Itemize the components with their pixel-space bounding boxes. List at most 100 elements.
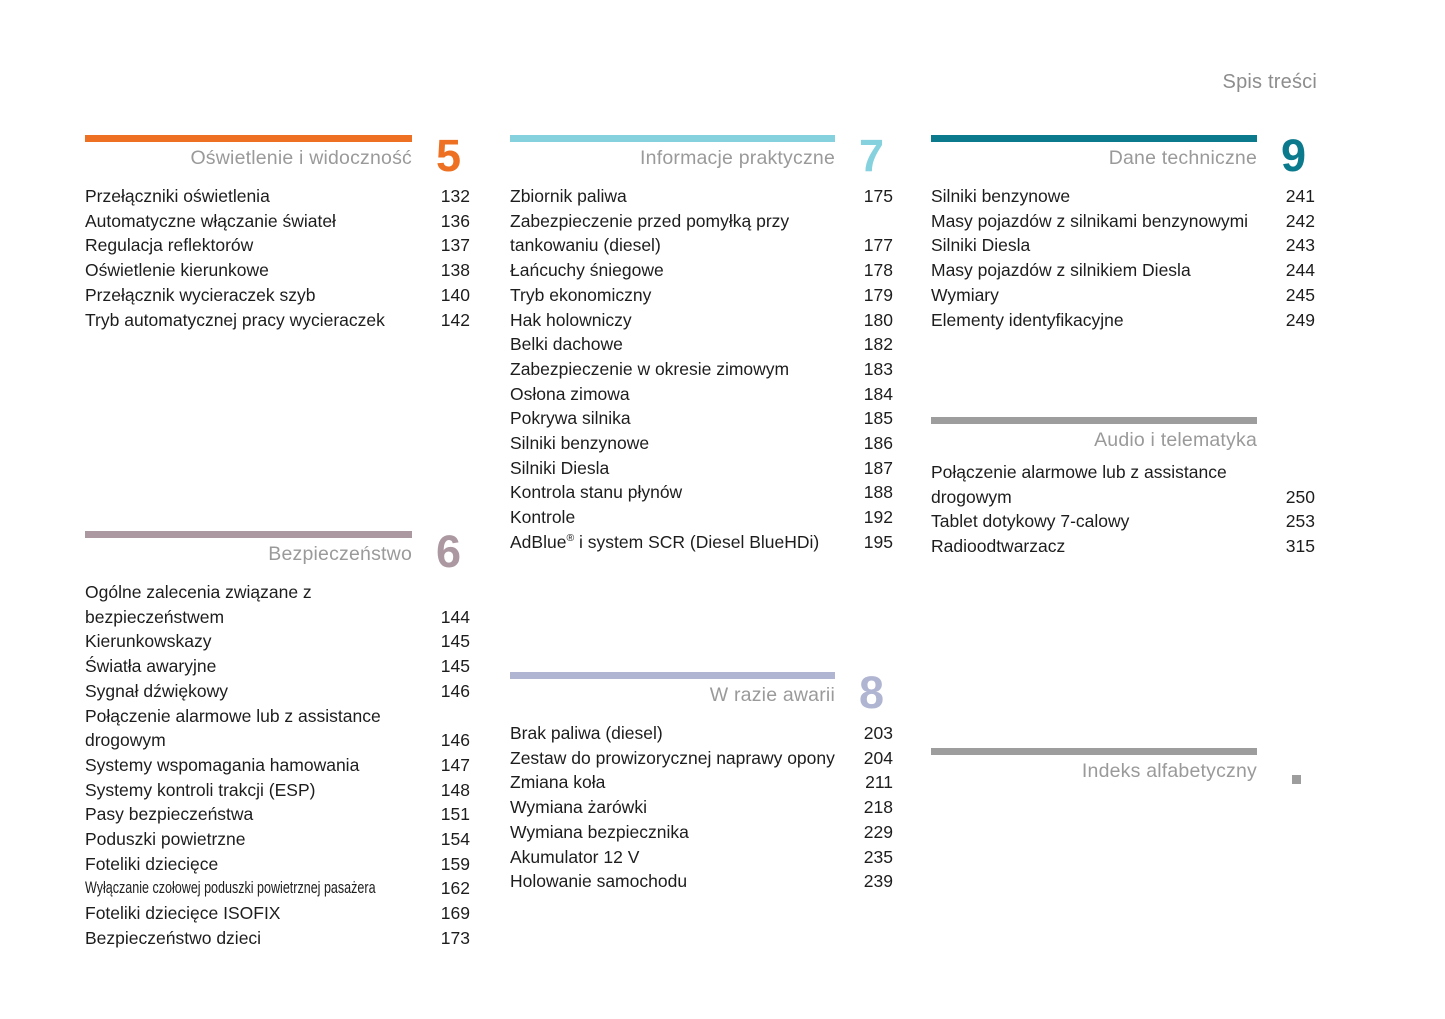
section-number: 5: [435, 130, 461, 181]
toc-entry: Poduszki powietrzne 154: [85, 827, 470, 852]
toc-entry: Pasy bezpieczeństwa 151: [85, 802, 470, 827]
toc-entry-label: Belki dachowe: [510, 334, 623, 355]
toc-entry-label: Osłona zimowa: [510, 383, 630, 404]
toc-entry: Automatyczne włączanie świateł 136: [85, 209, 470, 234]
toc-entry-label: Pokrywa silnika: [510, 408, 631, 429]
section-header: Informacje praktyczne 7: [510, 130, 893, 181]
toc-entry-page: 159: [440, 853, 470, 874]
toc-entry: Foteliki dziecięce ISOFIX 169: [85, 901, 470, 926]
toc-entry: Kontrola stanu płynów 188: [510, 480, 893, 505]
toc-entry: Radioodtwarzacz 315: [931, 534, 1315, 559]
toc-entry-page: 203: [863, 723, 893, 743]
toc-entry-page: 187: [863, 457, 893, 478]
toc-entry-page: 154: [440, 829, 470, 850]
section-number: 9: [1280, 130, 1306, 181]
toc-entry: Masy pojazdów z silnikami benzynowymi 24…: [931, 209, 1315, 234]
section-number: 6: [435, 526, 461, 577]
toc-entry-page: 145: [440, 656, 470, 677]
toc-entry-label: Kierunkowskazy: [85, 631, 212, 652]
section-number: [1257, 417, 1315, 419]
toc-entry: Oświetlenie kierunkowe 138: [85, 258, 470, 283]
toc-entry-label: Silniki Diesla: [931, 235, 1031, 256]
toc-section-sec7: Informacje praktyczne 7 Zbiornik paliwa …: [510, 130, 893, 555]
toc-entry-page: 162: [440, 878, 470, 899]
toc-entry: Pokrywa silnika 185: [510, 406, 893, 431]
toc-entry: Wymiary 245: [931, 283, 1315, 308]
toc-section-audio: Audio i telematyka Połączenie alarmowe l…: [931, 417, 1315, 559]
toc-entry: Regulacja reflektorów 137: [85, 233, 470, 258]
toc-entry-label: Brak paliwa (diesel): [510, 723, 663, 743]
toc-entry-page: 137: [440, 235, 470, 256]
toc-entry-page: 188: [863, 482, 893, 503]
toc-entry-label: Radioodtwarzacz: [931, 536, 1066, 557]
toc-entry: Kontrole 192: [510, 505, 893, 530]
toc-entry-page: 249: [1285, 309, 1315, 330]
section-number: 7: [858, 130, 884, 181]
toc-entry-label: Pasy bezpieczeństwa: [85, 804, 254, 825]
toc-entry: Połączenie alarmowe lub z assistance dro…: [931, 460, 1315, 509]
toc-entry: Zestaw do prowizorycznej naprawy opony 2…: [510, 746, 893, 771]
toc-entry: Sygnał dźwiękowy 146: [85, 679, 470, 704]
toc-entry-label: Masy pojazdów z silnikami benzynowymi: [931, 210, 1249, 231]
toc-entry-page: 245: [1285, 284, 1315, 305]
toc-entry: Zabezpieczenie w okresie zimowym 183: [510, 357, 893, 382]
toc-entry-page: 242: [1285, 210, 1315, 231]
toc-entry: Wyłączanie czołowej poduszki powietrznej…: [85, 876, 470, 901]
toc-entry-page: 211: [865, 772, 893, 793]
toc-entry-page: 185: [863, 408, 893, 429]
toc-entry-label: Kontrola stanu płynów: [510, 482, 683, 503]
section-items: Przełączniki oświetlenia 132 Automatyczn…: [85, 184, 470, 332]
toc-entry-page: 243: [1285, 235, 1315, 256]
toc-entry-label: Sygnał dźwiękowy: [85, 680, 228, 701]
section-items: Zbiornik paliwa 175 Zabezpieczenie przed…: [510, 184, 893, 555]
toc-entry-page: 138: [440, 260, 470, 281]
toc-entry-label: Automatyczne włączanie świateł: [85, 210, 336, 231]
toc-entry-page: 253: [1285, 511, 1315, 532]
section-header: Audio i telematyka: [931, 417, 1315, 451]
toc-entry-label: Połączenie alarmowe lub z assistance dro…: [85, 705, 381, 751]
toc-entry-label: Foteliki dziecięce: [85, 853, 219, 874]
toc-entry-label: Holowanie samochodu: [510, 871, 688, 892]
toc-entry-label: Bezpieczeństwo dzieci: [85, 927, 262, 948]
toc-entry-label: AdBlue® i system SCR (Diesel BlueHDi): [510, 531, 820, 552]
toc-entry: Bezpieczeństwo dzieci 173: [85, 926, 470, 951]
toc-entry-page: 175: [863, 186, 893, 206]
section-accent-bar: [931, 135, 1257, 142]
toc-entry: Foteliki dziecięce 159: [85, 852, 470, 877]
section-title: Audio i telematyka: [1094, 429, 1257, 451]
toc-entry: Połączenie alarmowe lub z assistance dro…: [85, 704, 470, 753]
toc-entry-label: Wymiana żarówki: [510, 797, 647, 818]
toc-entry-page: 151: [440, 804, 470, 825]
section-header: Dane techniczne 9: [931, 130, 1315, 181]
toc-entry-page: 147: [440, 754, 470, 775]
toc-entry: AdBlue® i system SCR (Diesel BlueHDi) 19…: [510, 530, 893, 555]
toc-entry-label: Zmiana koła: [510, 772, 606, 793]
toc-entry-label: Przełącznik wycieraczek szyb: [85, 284, 316, 305]
toc-entry: Hak holowniczy 180: [510, 308, 893, 333]
toc-entry-label: Systemy wspomagania hamowania: [85, 754, 360, 775]
section-title: Indeks alfabetyczny: [1081, 760, 1257, 782]
toc-entry-label: Masy pojazdów z silnikiem Diesla: [931, 260, 1191, 281]
toc-entry-page: 244: [1285, 260, 1315, 281]
toc-entry: Tryb ekonomiczny 179: [510, 283, 893, 308]
section-accent-bar: [510, 135, 835, 142]
toc-entry-page: 148: [440, 779, 470, 800]
toc-entry: Kierunkowskazy 145: [85, 629, 470, 654]
toc-entry-page: 315: [1285, 536, 1315, 557]
toc-entry-page: 184: [863, 383, 893, 404]
toc-entry-label: Akumulator 12 V: [510, 846, 640, 867]
section-accent-bar: [85, 135, 412, 142]
section-header: W razie awarii 8: [510, 670, 893, 715]
section-title: Informacje praktyczne: [640, 147, 835, 169]
toc-entry: Holowanie samochodu 239: [510, 869, 893, 894]
toc-entry-label: Zestaw do prowizorycznej naprawy opony: [510, 747, 835, 768]
toc-entry: Systemy kontroli trakcji (ESP) 148: [85, 778, 470, 803]
toc-entry: Akumulator 12 V 235: [510, 845, 893, 870]
toc-entry-page: 241: [1285, 186, 1315, 206]
page-title: Spis treści: [1222, 71, 1317, 93]
toc-entry: Łańcuchy śniegowe 178: [510, 258, 893, 283]
section-items: Brak paliwa (diesel) 203 Zestaw do prowi…: [510, 721, 893, 894]
toc-entry-label: Regulacja reflektorów: [85, 235, 254, 256]
toc-entry: Osłona zimowa 184: [510, 382, 893, 407]
toc-entry-label: Poduszki powietrzne: [85, 829, 246, 850]
